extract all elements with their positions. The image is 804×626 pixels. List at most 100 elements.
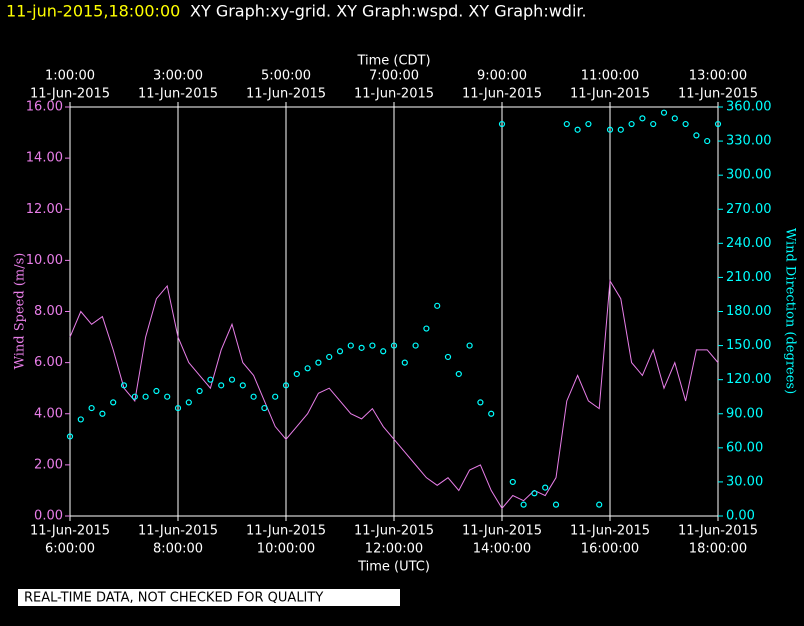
y-tick-label: 10.00 <box>26 253 63 268</box>
x-tick-label: 16:00:00 <box>581 542 639 557</box>
x-tick-label: 12:00:00 <box>365 542 423 557</box>
direction-point <box>250 393 257 400</box>
y2-tick-label: 0.00 <box>726 509 755 524</box>
x-axis-label: Time (UTC) <box>357 560 430 575</box>
direction-point <box>509 478 516 486</box>
direction-point <box>520 501 527 508</box>
direction-point <box>671 115 678 122</box>
direction-point <box>293 370 300 378</box>
direction-point <box>617 126 624 133</box>
direction-point <box>88 404 95 412</box>
x2-tick-date: 11-Jun-2015 <box>30 87 110 102</box>
chart-subtitle: XY Graph:xy-grid. XY Graph:wspd. XY Grap… <box>190 2 587 21</box>
direction-point <box>347 342 354 349</box>
direction-point <box>477 399 484 406</box>
direction-point <box>131 393 138 400</box>
direction-point <box>142 393 149 400</box>
direction-point <box>304 365 311 372</box>
chart-title: 11-jun-2015,18:00:00 <box>6 2 180 21</box>
direction-point <box>336 348 344 355</box>
direction-point <box>380 348 387 355</box>
x2-tick-label: 7:00:00 <box>369 69 419 84</box>
direction-point <box>207 376 214 383</box>
x2-tick-date: 11-Jun-2015 <box>570 87 650 102</box>
y-tick-label: 6.00 <box>34 355 63 370</box>
direction-point <box>434 302 441 309</box>
direction-point <box>272 393 279 400</box>
direction-point <box>326 353 333 361</box>
direction-point <box>315 359 322 366</box>
direction-point <box>488 410 495 417</box>
direction-point <box>99 410 106 417</box>
y2-tick-label: 60.00 <box>726 440 763 455</box>
y2-tick-label: 210.00 <box>726 270 772 285</box>
direction-point <box>412 342 419 349</box>
direction-point <box>369 342 376 349</box>
x2-tick-label: 9:00:00 <box>477 69 527 84</box>
x-tick-date: 11-Jun-2015 <box>246 524 326 539</box>
x2-tick-label: 13:00:00 <box>689 69 747 84</box>
x-tick-date: 11-Jun-2015 <box>570 524 650 539</box>
direction-point <box>466 342 473 349</box>
y2-tick-label: 300.00 <box>726 168 772 183</box>
direction-point <box>455 370 462 378</box>
direction-point <box>650 120 657 128</box>
direction-point <box>714 120 722 128</box>
direction-point <box>66 433 74 440</box>
y2-tick-label: 240.00 <box>726 236 772 251</box>
x-tick-date: 11-Jun-2015 <box>30 524 110 539</box>
direction-point <box>358 344 365 351</box>
y-tick-label: 16.00 <box>26 100 63 115</box>
x2-tick-date: 11-Jun-2015 <box>354 87 434 102</box>
direction-point <box>585 120 592 128</box>
x-tick-date: 11-Jun-2015 <box>462 524 542 539</box>
x-tick-label: 6:00:00 <box>45 542 95 557</box>
direction-point <box>704 137 711 145</box>
y2-tick-label: 330.00 <box>726 134 772 149</box>
y-tick-label: 8.00 <box>34 304 63 319</box>
x2-tick-date: 11-Jun-2015 <box>462 87 542 102</box>
y2-tick-label: 360.00 <box>726 100 772 115</box>
direction-point <box>596 501 603 508</box>
direction-point <box>423 325 430 332</box>
direction-point <box>282 382 290 389</box>
direction-point <box>196 387 203 395</box>
direction-point <box>77 416 84 423</box>
x-tick-label: 14:00:00 <box>473 542 531 557</box>
y-tick-label: 12.00 <box>26 202 63 217</box>
speed-line <box>69 279 719 510</box>
direction-point <box>606 126 614 133</box>
x-tick-date: 11-Jun-2015 <box>138 524 218 539</box>
y2-tick-label: 90.00 <box>726 406 763 421</box>
x2-axis-label: Time (CDT) <box>356 54 430 69</box>
direction-point <box>120 382 128 389</box>
direction-point <box>401 359 408 366</box>
x2-tick-label: 5:00:00 <box>261 69 311 84</box>
direction-point <box>185 399 192 406</box>
direction-point <box>639 115 646 122</box>
x2-tick-date: 11-Jun-2015 <box>246 87 326 102</box>
y2-tick-label: 180.00 <box>726 304 772 319</box>
direction-point <box>682 120 689 128</box>
direction-point <box>574 126 581 133</box>
y-tick-label: 14.00 <box>26 151 63 166</box>
y2-tick-label: 120.00 <box>726 372 772 387</box>
direction-point <box>218 382 225 389</box>
footer-text: REAL-TIME DATA, NOT CHECKED FOR QUALITY <box>24 591 323 606</box>
x2-tick-label: 3:00:00 <box>153 69 203 84</box>
x-tick-date: 11-Jun-2015 <box>354 524 434 539</box>
x2-tick-date: 11-Jun-2015 <box>678 87 758 102</box>
y2-axis-label: Wind Direction (degrees) <box>783 228 798 394</box>
direction-point <box>693 132 700 139</box>
direction-point <box>174 404 182 412</box>
direction-point <box>531 490 538 497</box>
direction-point <box>239 382 246 389</box>
y2-tick-label: 30.00 <box>726 474 763 489</box>
x-tick-label: 8:00:00 <box>153 542 203 557</box>
direction-point <box>628 120 635 128</box>
direction-point <box>261 404 268 412</box>
direction-point <box>552 501 560 508</box>
